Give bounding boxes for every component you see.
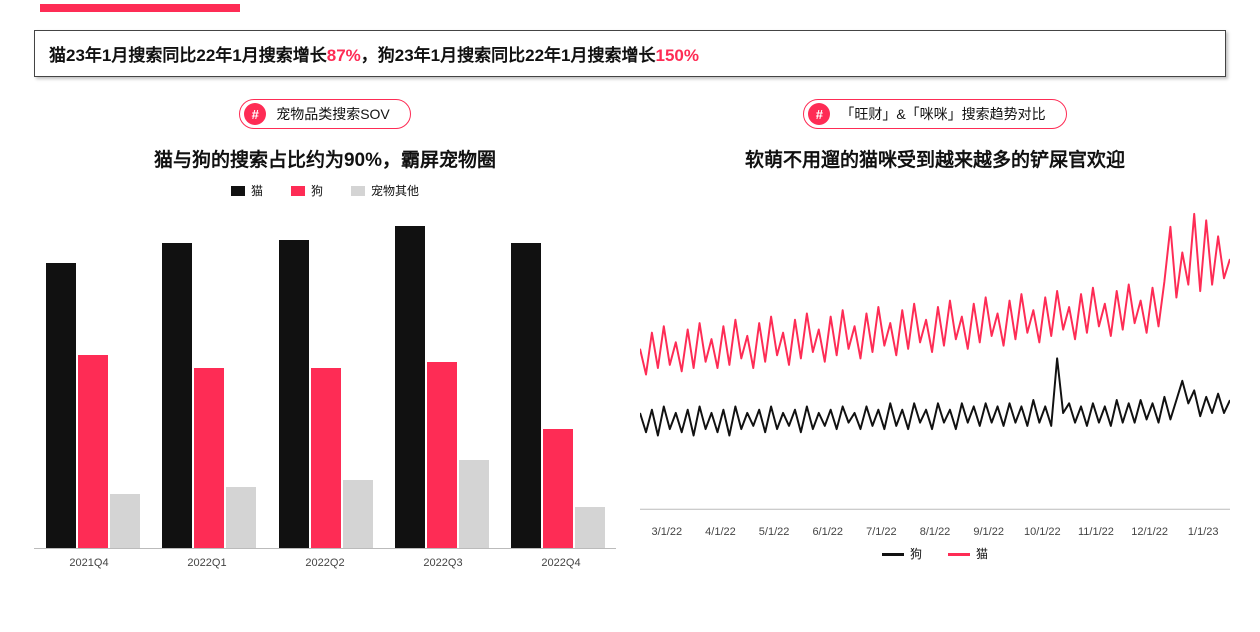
line-chart: 3/1/224/1/225/1/226/1/227/1/228/1/229/1/… <box>640 182 1230 562</box>
line-x-label: 10/1/22 <box>1015 526 1069 538</box>
line-x-label: 7/1/22 <box>855 526 909 538</box>
line-x-label: 3/1/22 <box>640 526 694 538</box>
pill-right: # 「旺财」&「咪咪」搜索趋势对比 <box>803 99 1066 129</box>
legend-item: 宠物其他 <box>351 182 419 199</box>
summary-pct-2: 150% <box>656 46 699 65</box>
line-x-label: 8/1/22 <box>908 526 962 538</box>
bar-cat <box>46 263 76 548</box>
hash-icon: # <box>244 103 266 125</box>
legend-item: 狗 <box>882 545 922 562</box>
accent-bar <box>40 4 240 12</box>
bar-other <box>575 507 605 548</box>
bar-group <box>500 209 616 548</box>
bar-other <box>110 494 140 548</box>
bar-dog <box>78 355 108 548</box>
bar-group <box>267 209 383 548</box>
bar-dog <box>543 429 573 548</box>
line-x-axis: 3/1/224/1/225/1/226/1/227/1/228/1/229/1/… <box>640 526 1230 538</box>
bar-cat <box>279 240 309 548</box>
panel-left: # 宠物品类搜索SOV 猫与狗的搜索占比约为90%，霸屏宠物圈 猫 狗 宠物其他 2… <box>30 99 620 569</box>
bar-x-label: 2022Q3 <box>384 557 502 569</box>
legend-item: 狗 <box>291 182 323 199</box>
bar-x-label: 2022Q1 <box>148 557 266 569</box>
line-x-label: 5/1/22 <box>747 526 801 538</box>
panel-right: # 「旺财」&「咪咪」搜索趋势对比 软萌不用遛的猫咪受到越来越多的铲屎官欢迎 3… <box>640 99 1230 569</box>
bar-dog <box>427 362 457 548</box>
summary-sep: ， <box>361 46 378 65</box>
bar-x-label: 2022Q4 <box>502 557 620 569</box>
pill-left-label: 宠物品类搜索SOV <box>276 104 390 124</box>
bar-chart <box>34 209 616 549</box>
summary-pct-1: 87% <box>327 46 361 65</box>
bar-group <box>383 209 499 548</box>
line-series <box>640 358 1230 435</box>
bar-other <box>459 460 489 548</box>
bar-dog <box>194 368 224 548</box>
bar-dog <box>311 368 341 548</box>
bar-x-label: 2021Q4 <box>30 557 148 569</box>
hash-icon: # <box>808 103 830 125</box>
line-x-label: 4/1/22 <box>694 526 748 538</box>
pill-left: # 宠物品类搜索SOV <box>239 99 411 129</box>
bar-cat <box>511 243 541 548</box>
legend-item: 猫 <box>948 545 988 562</box>
bar-other <box>343 480 373 548</box>
pill-right-label: 「旺财」&「咪咪」搜索趋势对比 <box>840 104 1045 124</box>
panel-right-title: 软萌不用遛的猫咪受到越来越多的铲屎官欢迎 <box>640 145 1230 172</box>
panel-left-title: 猫与狗的搜索占比约为90%，霸屏宠物圈 <box>30 145 620 172</box>
bar-group <box>150 209 266 548</box>
legend-item: 猫 <box>231 182 263 199</box>
summary-text-2: 狗23年1月搜索同比22年1月搜索增长 <box>378 46 656 65</box>
line-x-label: 12/1/22 <box>1123 526 1177 538</box>
bar-cat <box>395 226 425 548</box>
line-chart-svg <box>640 182 1230 562</box>
bar-x-axis: 2021Q42022Q12022Q22022Q32022Q4 <box>30 557 620 569</box>
summary-text-1: 猫23年1月搜索同比22年1月搜索增长 <box>49 46 327 65</box>
bar-other <box>226 487 256 548</box>
line-x-label: 11/1/22 <box>1069 526 1123 538</box>
bar-x-label: 2022Q2 <box>266 557 384 569</box>
summary-callout: 猫23年1月搜索同比22年1月搜索增长87%，狗23年1月搜索同比22年1月搜索… <box>34 30 1226 77</box>
bar-legend: 猫 狗 宠物其他 <box>30 182 620 199</box>
line-x-label: 1/1/23 <box>1176 526 1230 538</box>
line-x-label: 6/1/22 <box>801 526 855 538</box>
bar-group <box>34 209 150 548</box>
line-legend: 狗猫 <box>640 545 1230 562</box>
line-x-label: 9/1/22 <box>962 526 1016 538</box>
line-series <box>640 214 1230 374</box>
bar-cat <box>162 243 192 548</box>
